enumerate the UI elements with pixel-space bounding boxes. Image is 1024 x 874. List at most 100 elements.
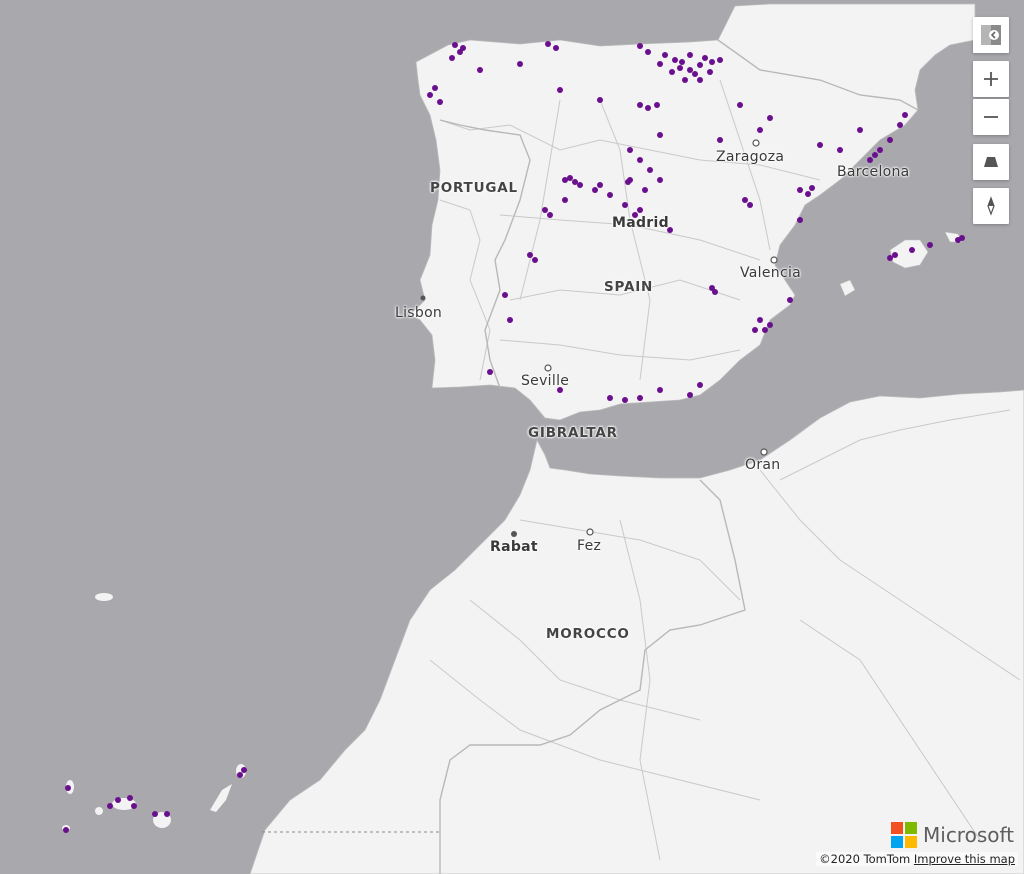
data-marker[interactable] xyxy=(131,803,137,809)
data-marker[interactable] xyxy=(637,395,643,401)
data-marker[interactable] xyxy=(637,102,643,108)
data-marker[interactable] xyxy=(127,795,133,801)
data-marker[interactable] xyxy=(877,147,883,153)
data-marker[interactable] xyxy=(592,187,598,193)
data-marker[interactable] xyxy=(757,317,763,323)
data-marker[interactable] xyxy=(902,112,908,118)
data-marker[interactable] xyxy=(762,327,768,333)
data-marker[interactable] xyxy=(717,57,723,63)
data-marker[interactable] xyxy=(787,297,793,303)
data-marker[interactable] xyxy=(164,811,170,817)
data-marker[interactable] xyxy=(545,41,551,47)
data-marker[interactable] xyxy=(637,43,643,49)
data-marker[interactable] xyxy=(642,187,648,193)
data-marker[interactable] xyxy=(460,45,466,51)
data-marker[interactable] xyxy=(502,292,508,298)
data-marker[interactable] xyxy=(654,102,660,108)
data-marker[interactable] xyxy=(241,767,247,773)
data-marker[interactable] xyxy=(797,217,803,223)
data-marker[interactable] xyxy=(712,289,718,295)
data-marker[interactable] xyxy=(709,59,715,65)
data-marker[interactable] xyxy=(657,387,663,393)
data-marker[interactable] xyxy=(887,137,893,143)
data-marker[interactable] xyxy=(687,67,693,73)
data-marker[interactable] xyxy=(837,147,843,153)
data-marker[interactable] xyxy=(547,212,553,218)
compass-button[interactable] xyxy=(973,188,1009,224)
data-marker[interactable] xyxy=(672,57,678,63)
data-marker[interactable] xyxy=(449,55,455,61)
data-marker[interactable] xyxy=(872,152,878,158)
data-marker[interactable] xyxy=(562,197,568,203)
data-marker[interactable] xyxy=(427,92,433,98)
data-marker[interactable] xyxy=(597,182,603,188)
data-marker[interactable] xyxy=(622,397,628,403)
pitch-button[interactable] xyxy=(973,144,1009,180)
data-marker[interactable] xyxy=(553,45,559,51)
data-marker[interactable] xyxy=(557,387,563,393)
data-marker[interactable] xyxy=(742,197,748,203)
data-marker[interactable] xyxy=(645,49,651,55)
data-marker[interactable] xyxy=(702,55,708,61)
data-marker[interactable] xyxy=(797,187,803,193)
data-marker[interactable] xyxy=(692,71,698,77)
data-marker[interactable] xyxy=(817,142,823,148)
data-marker[interactable] xyxy=(677,65,683,71)
data-marker[interactable] xyxy=(679,59,685,65)
style-picker-button[interactable] xyxy=(973,17,1009,53)
data-marker[interactable] xyxy=(632,212,638,218)
data-marker[interactable] xyxy=(697,382,703,388)
data-marker[interactable] xyxy=(637,207,643,213)
data-marker[interactable] xyxy=(647,167,653,173)
data-marker[interactable] xyxy=(667,227,673,233)
data-marker[interactable] xyxy=(607,395,613,401)
data-marker[interactable] xyxy=(572,179,578,185)
improve-map-link[interactable]: Improve this map xyxy=(913,852,1015,866)
zoom-out-button[interactable] xyxy=(973,99,1009,135)
data-marker[interactable] xyxy=(152,811,158,817)
data-marker[interactable] xyxy=(752,327,758,333)
data-marker[interactable] xyxy=(507,317,513,323)
data-marker[interactable] xyxy=(697,77,703,83)
data-marker[interactable] xyxy=(452,42,458,48)
data-marker[interactable] xyxy=(657,132,663,138)
data-marker[interactable] xyxy=(645,105,651,111)
data-marker[interactable] xyxy=(622,202,628,208)
data-marker[interactable] xyxy=(532,257,538,263)
data-marker[interactable] xyxy=(657,61,663,67)
data-marker[interactable] xyxy=(115,797,121,803)
data-marker[interactable] xyxy=(687,392,693,398)
data-marker[interactable] xyxy=(577,182,583,188)
data-marker[interactable] xyxy=(767,322,773,328)
data-marker[interactable] xyxy=(662,52,668,58)
data-marker[interactable] xyxy=(542,207,548,213)
data-marker[interactable] xyxy=(487,369,493,375)
data-marker[interactable] xyxy=(517,61,523,67)
data-marker[interactable] xyxy=(562,177,568,183)
data-marker[interactable] xyxy=(107,803,113,809)
data-marker[interactable] xyxy=(669,69,675,75)
data-marker[interactable] xyxy=(237,772,243,778)
data-marker[interactable] xyxy=(63,827,69,833)
data-marker[interactable] xyxy=(657,177,663,183)
data-marker[interactable] xyxy=(477,67,483,73)
data-marker[interactable] xyxy=(627,147,633,153)
data-marker[interactable] xyxy=(597,97,603,103)
data-marker[interactable] xyxy=(927,242,933,248)
data-marker[interactable] xyxy=(567,175,573,181)
data-marker[interactable] xyxy=(687,52,693,58)
data-marker[interactable] xyxy=(959,235,965,241)
data-marker[interactable] xyxy=(697,62,703,68)
data-marker[interactable] xyxy=(432,85,438,91)
data-marker[interactable] xyxy=(637,157,643,163)
data-marker[interactable] xyxy=(625,179,631,185)
data-marker[interactable] xyxy=(909,247,915,253)
data-marker[interactable] xyxy=(682,77,688,83)
data-marker[interactable] xyxy=(437,99,443,105)
data-marker[interactable] xyxy=(887,255,893,261)
zoom-in-button[interactable] xyxy=(973,61,1009,97)
data-marker[interactable] xyxy=(757,127,763,133)
data-marker[interactable] xyxy=(805,191,811,197)
data-marker[interactable] xyxy=(892,252,898,258)
